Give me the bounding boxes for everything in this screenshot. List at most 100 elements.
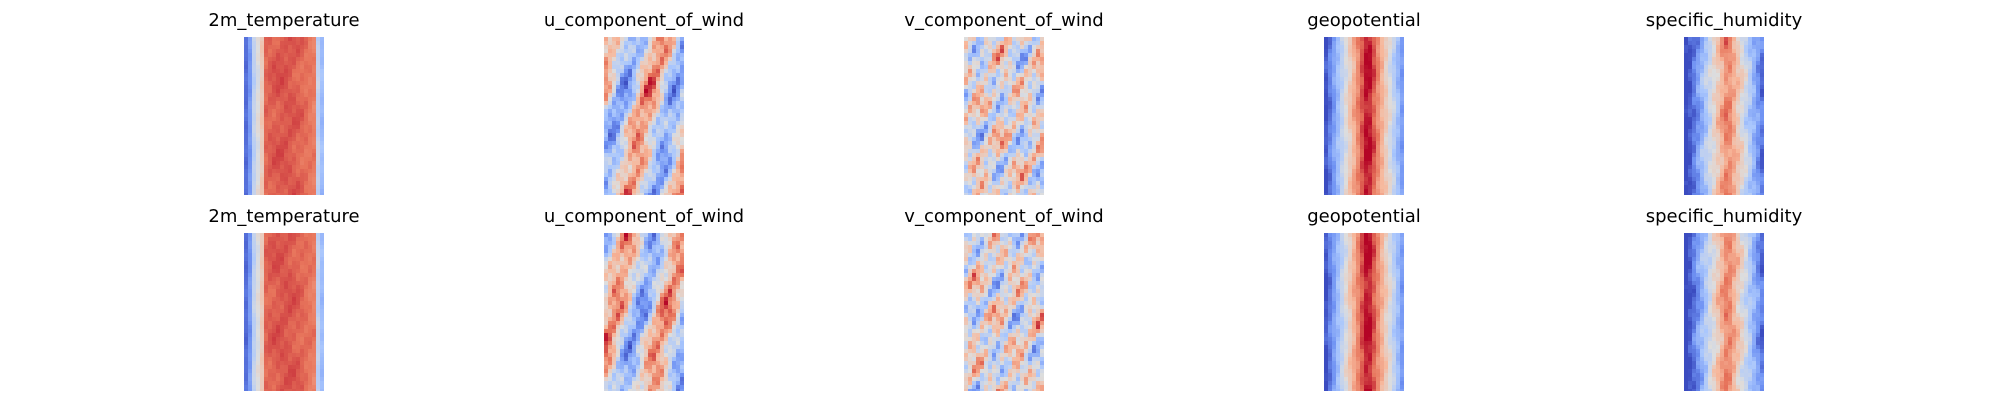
heatmap-cell	[668, 181, 672, 185]
heatmap-cell	[1372, 145, 1376, 149]
heatmap-cell	[272, 341, 276, 345]
heatmap-cell	[1036, 177, 1040, 181]
heatmap-cell	[616, 101, 620, 105]
heatmap-cell	[1384, 189, 1388, 193]
heatmap-cell	[1716, 117, 1720, 121]
heatmap-cell	[604, 185, 608, 189]
heatmap-cell	[1392, 189, 1396, 193]
heatmap-cell	[1684, 109, 1688, 113]
heatmap-cell	[304, 81, 308, 85]
heatmap-cell	[964, 113, 968, 117]
heatmap-cell	[1380, 105, 1384, 109]
heatmap-cell	[644, 177, 648, 181]
heatmap-cell	[1368, 61, 1372, 65]
heatmap-cell	[1384, 157, 1388, 161]
heatmap-cell	[1376, 169, 1380, 173]
heatmap-cell	[984, 73, 988, 77]
heatmap-cell	[656, 133, 660, 137]
heatmap-cell	[296, 237, 300, 241]
heatmap-cell	[676, 185, 680, 189]
heatmap-cell	[244, 117, 248, 121]
heatmap-cell	[1712, 109, 1716, 113]
heatmap-cell	[652, 93, 656, 97]
heatmap-cell	[1360, 125, 1364, 129]
heatmap-cell	[664, 173, 668, 177]
heatmap-cell	[680, 233, 684, 237]
heatmap-cell	[1736, 157, 1740, 161]
heatmap-cell	[288, 297, 292, 301]
heatmap-cell	[1752, 41, 1756, 45]
heatmap-cell	[1400, 45, 1404, 49]
heatmap-cell	[680, 77, 684, 81]
heatmap-cell	[1724, 89, 1728, 93]
heatmap-cell	[636, 249, 640, 253]
heatmap-cell	[280, 253, 284, 257]
heatmap-cell	[256, 185, 260, 189]
heatmap-cell	[1708, 181, 1712, 185]
heatmap-cell	[604, 257, 608, 261]
heatmap-cell	[1364, 105, 1368, 109]
heatmap-cell	[244, 293, 248, 297]
heatmap-cell	[1748, 61, 1752, 65]
heatmap-cell	[1704, 177, 1708, 181]
heatmap-cell	[672, 89, 676, 93]
heatmap-cell	[1028, 189, 1032, 193]
heatmap-cell	[1324, 73, 1328, 77]
heatmap-cell	[1760, 81, 1764, 85]
heatmap-cell	[308, 129, 312, 133]
heatmap-cell	[296, 193, 300, 195]
heatmap-cell	[988, 53, 992, 57]
heatmap-cell	[604, 149, 608, 153]
heatmap-cell	[288, 249, 292, 253]
heatmap-cell	[1020, 169, 1024, 173]
heatmap-cell	[260, 129, 264, 133]
heatmap-cell	[1008, 85, 1012, 89]
heatmap-cell	[1392, 165, 1396, 169]
heatmap-cell	[1028, 149, 1032, 153]
heatmap-cell	[1328, 101, 1332, 105]
heatmap-cell	[1328, 65, 1332, 69]
heatmap-cell	[1032, 53, 1036, 57]
heatmap-cell	[1692, 117, 1696, 121]
heatmap-cell	[312, 373, 316, 377]
heatmap-cell	[292, 253, 296, 257]
heatmap-cell	[640, 69, 644, 73]
heatmap-cell	[608, 121, 612, 125]
heatmap-cell	[292, 297, 296, 301]
heatmap-cell	[300, 125, 304, 129]
heatmap-cell	[1340, 153, 1344, 157]
heatmap-cell	[1332, 85, 1336, 89]
heatmap-cell	[1380, 189, 1384, 193]
heatmap-cell	[280, 65, 284, 69]
heatmap-cell	[1728, 161, 1732, 165]
heatmap-cell	[1708, 45, 1712, 49]
heatmap-cell	[672, 133, 676, 137]
heatmap-cell	[644, 193, 648, 195]
heatmap-cell	[612, 133, 616, 137]
heatmap-cell	[1760, 133, 1764, 137]
heatmap-cell	[652, 97, 656, 101]
heatmap-cell	[248, 61, 252, 65]
heatmap-cell	[1708, 157, 1712, 161]
heatmap-cell	[252, 101, 256, 105]
heatmap-cell	[648, 149, 652, 153]
heatmap-cell	[256, 125, 260, 129]
heatmap-cell	[284, 169, 288, 173]
heatmap-cell	[320, 89, 324, 93]
heatmap-cell	[252, 45, 256, 49]
heatmap-cell	[1748, 145, 1752, 149]
heatmap-cell	[1008, 93, 1012, 97]
heatmap-cell	[672, 173, 676, 177]
heatmap-cell	[296, 277, 300, 281]
heatmap-cell	[992, 93, 996, 97]
heatmap-cell	[316, 313, 320, 317]
heatmap-cell	[248, 153, 252, 157]
heatmap-cell	[980, 81, 984, 85]
heatmap-cell	[1388, 137, 1392, 141]
heatmap-cell	[1384, 185, 1388, 189]
heatmap-cell	[1028, 141, 1032, 145]
heatmap-cell	[1732, 173, 1736, 177]
heatmap-cell	[996, 181, 1000, 185]
heatmap-cell	[288, 289, 292, 293]
heatmap-cell	[1356, 133, 1360, 137]
